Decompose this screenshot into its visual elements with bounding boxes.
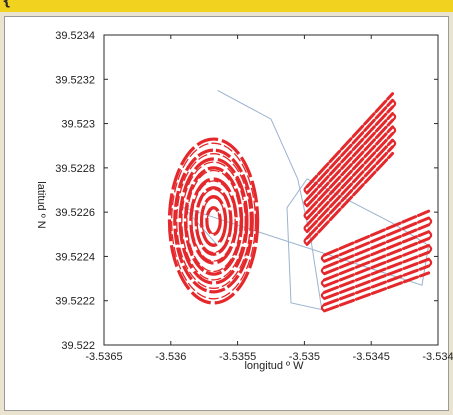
track-turn xyxy=(320,278,326,288)
track-pass xyxy=(322,237,431,282)
track-pass xyxy=(322,209,431,257)
connector-layer xyxy=(182,89,430,311)
track-pass xyxy=(305,125,395,221)
track-turn xyxy=(427,230,433,240)
y-tick-label: 39.5234 xyxy=(55,30,95,42)
track-pass xyxy=(322,223,431,269)
track-turn xyxy=(320,266,326,275)
x-tick-label: -3.534 xyxy=(422,351,453,363)
y-tick-label: 39.5226 xyxy=(55,207,95,219)
track-ring xyxy=(189,177,238,265)
track-ring-inner xyxy=(196,188,231,254)
track-pass xyxy=(305,92,395,189)
track-ring-inner xyxy=(176,153,252,289)
track-pass xyxy=(305,138,395,234)
track-turn xyxy=(303,185,308,194)
track-ring xyxy=(183,166,244,276)
ticks-layer: -3.5365 -3.536 -3.5355 -3.535 -3.5345 -3.534 3… xyxy=(55,30,453,363)
track-turn xyxy=(427,258,433,268)
track-pass xyxy=(322,230,431,276)
track-ring xyxy=(167,137,260,305)
track-ring-inner xyxy=(191,180,236,262)
track-turn xyxy=(427,217,433,226)
top-color-band: { xyxy=(0,0,453,12)
track-pass xyxy=(322,264,431,307)
track-ring-inner xyxy=(201,197,226,245)
track-pass xyxy=(305,151,395,246)
x-axis-label: longitud º W xyxy=(244,360,304,372)
track-pass xyxy=(305,118,395,214)
track-pass xyxy=(322,243,431,288)
track-pass xyxy=(305,132,395,227)
track-turn xyxy=(391,125,397,135)
y-tick-label: 39.5232 xyxy=(55,74,95,86)
track-ring xyxy=(178,157,249,285)
track-turn xyxy=(391,139,397,148)
track-turn xyxy=(391,112,397,122)
connector-path xyxy=(182,89,430,311)
track-pass xyxy=(322,250,431,294)
plot-area xyxy=(103,34,439,346)
track-layer xyxy=(167,92,433,313)
track-turn xyxy=(320,303,326,312)
x-tick-label: -3.536 xyxy=(155,351,186,363)
track-turn xyxy=(303,224,308,233)
y-tick-label: 39.522 xyxy=(61,340,95,352)
track-turn xyxy=(303,211,308,220)
track-ring-inner xyxy=(186,169,241,273)
y-tick-label: 39.5222 xyxy=(55,296,95,308)
track-ring-inner xyxy=(171,142,257,300)
top-partial-text: { xyxy=(2,0,13,9)
track-turn xyxy=(427,244,433,254)
track-ring-inner xyxy=(206,207,221,235)
track-pass xyxy=(322,257,431,300)
track-ring xyxy=(194,186,233,256)
y-axis-label: latitud º N xyxy=(35,181,47,228)
y-tick-label: 39.5224 xyxy=(55,251,95,263)
track-turn xyxy=(320,254,326,263)
track-turn xyxy=(303,236,308,246)
y-tick-label: 39.5228 xyxy=(55,163,95,175)
x-tick-label: -3.5345 xyxy=(353,351,390,363)
track-pass xyxy=(305,112,395,208)
track-ring-inner xyxy=(181,161,246,281)
x-tick-label: -3.535 xyxy=(289,351,320,363)
x-tick-label: -3.5365 xyxy=(85,351,122,363)
y-tick-label: 39.523 xyxy=(61,119,95,131)
track-turn xyxy=(303,198,308,207)
track-pass xyxy=(305,98,395,195)
track-turn xyxy=(391,99,397,108)
track-pass xyxy=(305,105,395,201)
track-turn xyxy=(320,291,326,300)
track-pass xyxy=(322,216,431,263)
track-pass xyxy=(305,145,395,240)
x-tick-label: -3.5355 xyxy=(219,351,256,363)
track-ring xyxy=(173,148,254,294)
track-pass xyxy=(322,271,431,313)
